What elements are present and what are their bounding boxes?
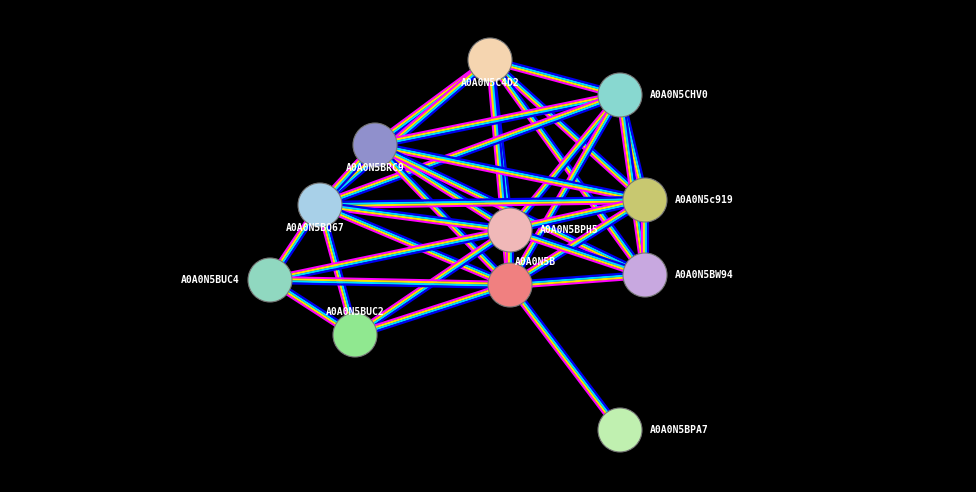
Circle shape <box>488 263 532 307</box>
Circle shape <box>598 408 642 452</box>
Circle shape <box>298 183 342 227</box>
Circle shape <box>623 253 667 297</box>
Text: A0A0N5CHV0: A0A0N5CHV0 <box>650 90 709 100</box>
Text: A0A0N5BUC2: A0A0N5BUC2 <box>326 307 385 317</box>
Circle shape <box>353 123 397 167</box>
Text: A0A0N5BUC4: A0A0N5BUC4 <box>182 275 240 285</box>
Text: A0A0N5BPH5: A0A0N5BPH5 <box>540 225 598 235</box>
Text: A0A0N5BW94: A0A0N5BW94 <box>675 270 734 280</box>
Text: A0A0N5C4D2: A0A0N5C4D2 <box>461 78 519 88</box>
Circle shape <box>468 38 512 82</box>
Text: A0A0N5B: A0A0N5B <box>515 257 556 267</box>
Circle shape <box>248 258 292 302</box>
Text: A0A0N5BPA7: A0A0N5BPA7 <box>650 425 709 435</box>
Circle shape <box>598 73 642 117</box>
Circle shape <box>488 208 532 252</box>
Text: A0A0N5BQ67: A0A0N5BQ67 <box>286 223 345 233</box>
Text: A0A0N5BRC9: A0A0N5BRC9 <box>346 163 404 173</box>
Circle shape <box>333 313 377 357</box>
Text: A0A0N5c919: A0A0N5c919 <box>675 195 734 205</box>
Circle shape <box>623 178 667 222</box>
